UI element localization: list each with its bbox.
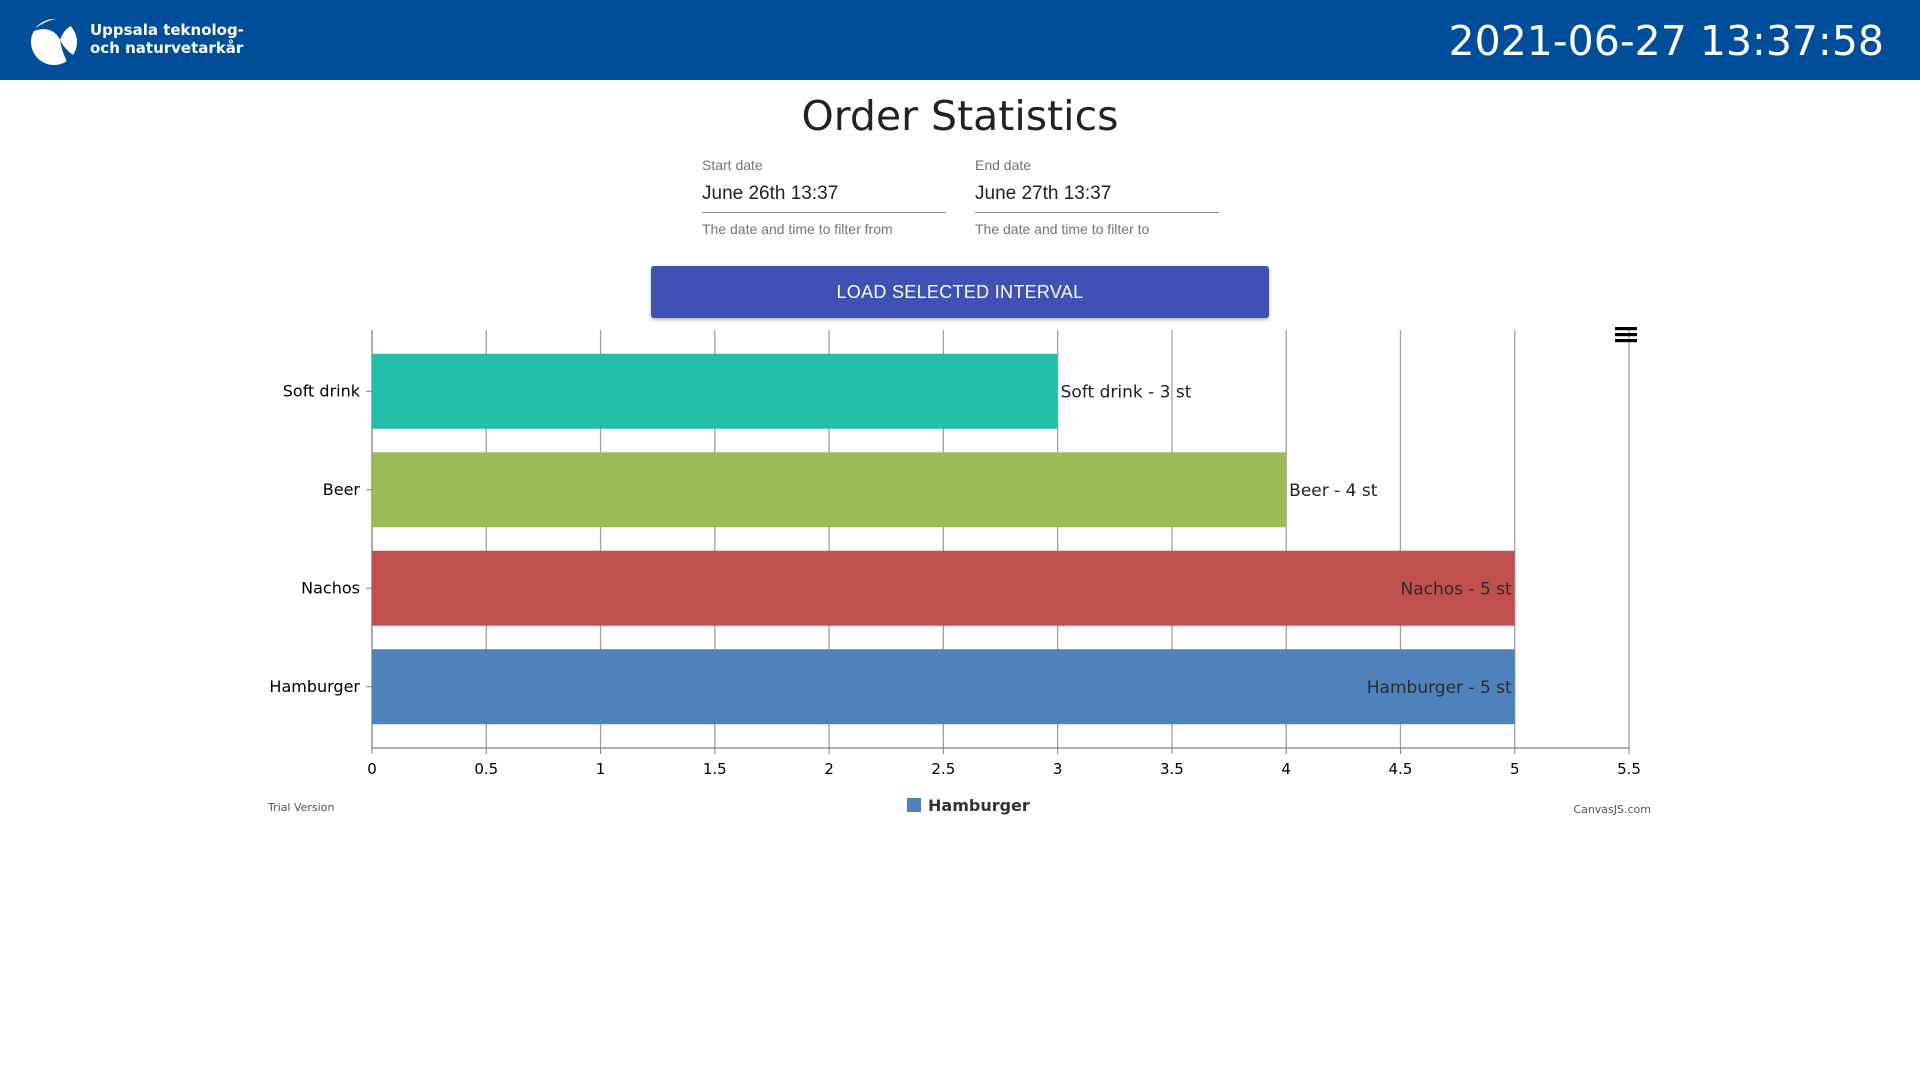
y-tick-label: Soft drink (283, 381, 361, 400)
end-date-hint: The date and time to filter to (975, 221, 1150, 237)
hamburger-menu-icon[interactable] (1615, 339, 1637, 343)
y-tick-label: Hamburger (269, 677, 360, 696)
x-tick-label: 0 (367, 760, 377, 778)
end-date-input[interactable]: June 27th 13:37 (975, 182, 1219, 213)
y-tick-label: Beer (323, 480, 361, 499)
x-tick-label: 3 (1053, 760, 1063, 778)
bar-nachos (372, 550, 1515, 626)
legend-swatch (907, 798, 921, 812)
data-label: Hamburger - 5 st (1367, 678, 1512, 698)
x-tick-label: 2 (824, 760, 834, 778)
y-tick-label: Nachos (301, 578, 360, 597)
clock: 2021-06-27 13:37:58 (1448, 17, 1884, 65)
x-tick-label: 0.5 (474, 760, 498, 778)
end-date-label: End date (975, 157, 1032, 173)
data-label: Soft drink - 3 st (1061, 382, 1192, 402)
order-bar-chart: 0 0.5 1 1.5 2 2.5 3 3.5 4 4.5 5 5.5 Hamburger Hamburg… (267, 327, 1651, 816)
logo-line-2: och naturvetarkår (90, 39, 244, 57)
bar-soft-drink (372, 353, 1058, 429)
start-date-field[interactable]: Start date June 26th 13:37 The date and … (702, 156, 946, 238)
bar-hamburger (372, 649, 1515, 725)
trial-version-text: Trial Version (267, 801, 334, 814)
x-tick-label: 4.5 (1389, 760, 1413, 778)
data-label: Nachos - 5 st (1401, 579, 1513, 599)
top-bar: Uppsala teknolog- och naturvetarkår 2021… (0, 0, 1920, 80)
x-tick-label: 4 (1281, 760, 1291, 778)
start-date-input[interactable]: June 26th 13:37 (702, 182, 946, 213)
x-tick-label: 5.5 (1617, 760, 1641, 778)
canvasjs-credit[interactable]: CanvasJS.com (1573, 803, 1651, 816)
x-tick-label: 2.5 (931, 760, 955, 778)
logo-line-1: Uppsala teknolog- (90, 21, 244, 39)
order-chart: 0 0.5 1 1.5 2 2.5 3 3.5 4 4.5 5 5.5 Hamburger Hamburg… (0, 320, 1920, 830)
utn-logo[interactable]: Uppsala teknolog- och naturvetarkår (30, 12, 244, 68)
bar-beer (372, 452, 1287, 528)
hamburger-menu-icon[interactable] (1615, 333, 1637, 337)
x-tick-label: 3.5 (1160, 760, 1184, 778)
start-date-hint: The date and time to filter from (702, 221, 893, 237)
data-label: Beer - 4 st (1289, 481, 1378, 501)
x-tick-label: 5 (1510, 760, 1520, 778)
logo-text: Uppsala teknolog- och naturvetarkår (90, 21, 244, 57)
start-date-label: Start date (702, 157, 763, 173)
page-title: Order Statistics (801, 92, 1119, 140)
legend-label: Hamburger (928, 796, 1030, 815)
x-tick-label: 1.5 (703, 760, 727, 778)
utn-logo-icon (31, 17, 86, 68)
load-interval-button[interactable]: LOAD SELECTED INTERVAL (651, 266, 1269, 318)
x-tick-label: 1 (596, 760, 606, 778)
end-date-field[interactable]: End date June 27th 13:37 The date and ti… (975, 156, 1219, 238)
hamburger-menu-icon[interactable] (1615, 327, 1637, 331)
